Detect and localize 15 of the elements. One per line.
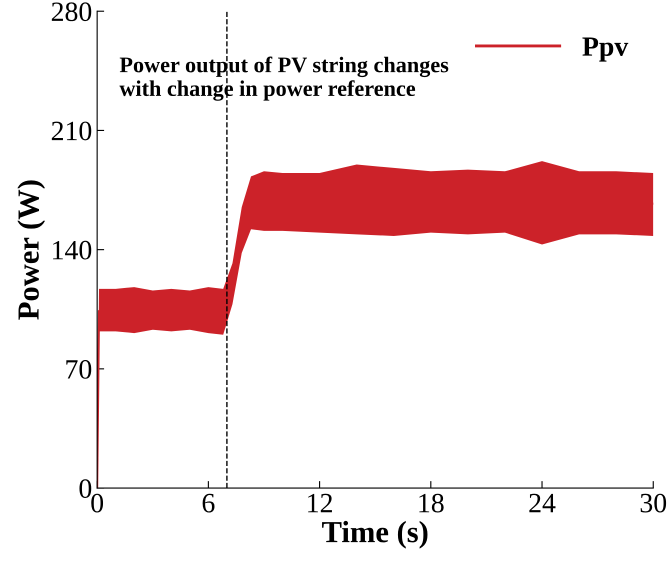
y-axis-title: Power (W)	[17, 180, 46, 320]
annotation: Power output of PV string changes with change in power reference	[119, 56, 448, 101]
y-tick-label: 0	[79, 479, 92, 498]
x-tick-label: 24	[529, 494, 556, 512]
x-tick-label: 12	[308, 494, 332, 512]
legend-label: Ppv	[582, 37, 628, 62]
x-tick-label: 30	[640, 494, 666, 512]
y-tick-label: 210	[52, 122, 92, 140]
y-tick-label: 280	[52, 2, 92, 22]
y-tick-label: 140	[53, 240, 92, 260]
x-tick-label: 0	[91, 494, 104, 512]
x-tick-label: 18	[419, 494, 444, 512]
y-tick-label: 70	[66, 360, 92, 379]
x-tick-label: 6	[202, 494, 214, 512]
x-axis-title: Time (s)	[322, 520, 428, 549]
